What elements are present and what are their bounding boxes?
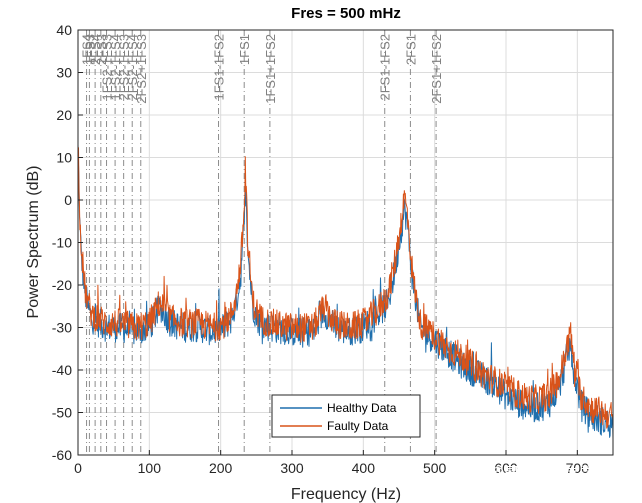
marker-label: 1FS3: [82, 34, 97, 65]
y-tick-label: -30: [52, 320, 72, 336]
x-tick-label: 600: [494, 460, 518, 476]
y-tick-label: -60: [52, 447, 72, 463]
y-tick-label: 10: [56, 150, 72, 166]
marker-label: 2FS1: [403, 34, 418, 65]
x-tick-label: 500: [423, 460, 447, 476]
y-tick-label: 40: [56, 22, 72, 38]
marker-label: 2FS1+1FS2: [429, 34, 444, 104]
legend-box: [271, 394, 421, 438]
x-tick-label: 400: [352, 460, 376, 476]
x-axis-label: Frequency (Hz): [291, 486, 401, 503]
legend-label-healthy: Healthy Data: [327, 401, 397, 415]
x-tick-label: 0: [74, 460, 82, 476]
marker-label: 1FS2-1FS4: [108, 34, 123, 100]
y-tick-label: 0: [64, 192, 72, 208]
marker-label: 1FS4: [80, 34, 95, 65]
y-tick-label: 30: [56, 65, 72, 81]
x-tick-label: 700: [566, 460, 590, 476]
y-axis-label: Power Spectrum (dB): [25, 166, 42, 319]
marker-label: 2FS2+1FS3: [134, 34, 149, 104]
marker-label: 1FS1-1FS2: [212, 34, 227, 100]
y-tick-label: -40: [52, 362, 72, 378]
marker-lines: 1FS41FS32FS42FS31FS2-1FS31FS2-1FS42FS2-1…: [80, 30, 444, 455]
marker-label: 2FS4: [88, 34, 103, 65]
watermark: 知乎 @哥廷根数学学派: [455, 464, 610, 482]
marker-label: 1FS2-1FS3: [100, 34, 115, 100]
series-lines: [77, 144, 614, 440]
legend: Healthy Data Faulty Data: [271, 394, 421, 438]
tick-labels: 0 100 200 300 400 500 600 700-60-50-40-30-20-10…: [52, 22, 589, 476]
marker-label: 1FS1: [237, 34, 252, 65]
y-tick-label: 20: [56, 107, 72, 123]
y-tick-label: -10: [52, 235, 72, 251]
y-tick-label: -50: [52, 405, 72, 421]
x-tick-label: 300: [280, 460, 304, 476]
x-tick-label: 200: [209, 460, 233, 476]
marker-label: 1FS1+1FS2: [263, 34, 278, 104]
chart-title: Fres = 500 mHz: [291, 5, 401, 22]
series-line-faulty: [77, 147, 614, 429]
marker-label: 2FS3: [94, 34, 109, 65]
marker-label: 2FS1-1FS2: [378, 34, 393, 100]
y-tick-label: -20: [52, 277, 72, 293]
legend-label-faulty: Faulty Data: [327, 419, 389, 433]
marker-label: 2FS2-1FS3: [117, 34, 132, 100]
marker-label: 2FS2-1FS4: [125, 34, 140, 100]
x-tick-label: 100: [138, 460, 162, 476]
